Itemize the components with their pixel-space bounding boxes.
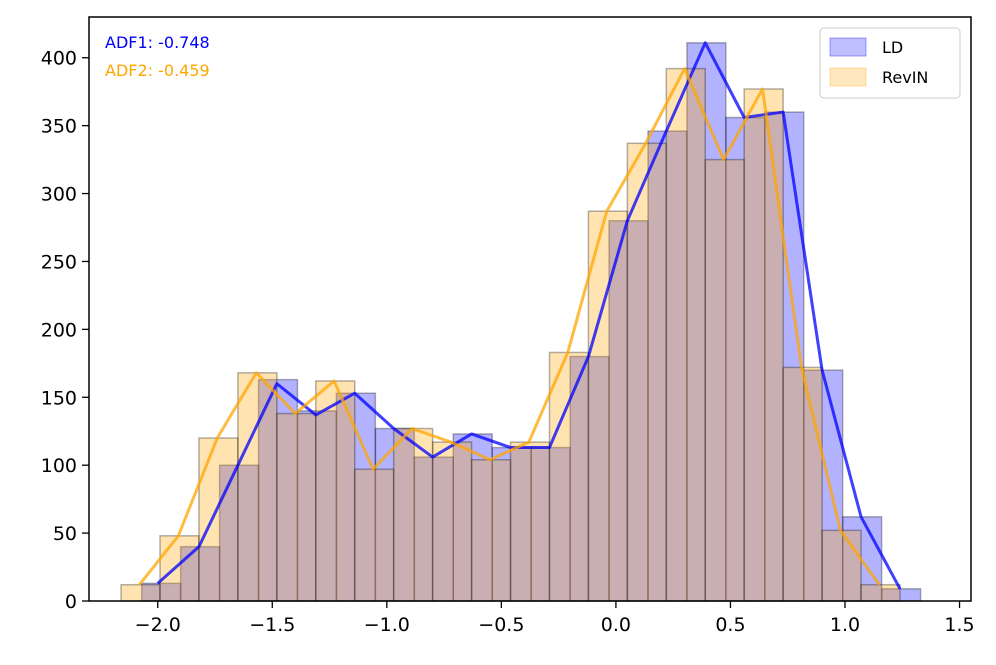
bar-revin-19 <box>860 583 901 602</box>
bars-layer <box>120 42 922 602</box>
x-tick-label: −1.0 <box>364 614 410 636</box>
bar-revin-16 <box>743 88 784 602</box>
x-tick-label: −2.0 <box>135 614 181 636</box>
bar-revin-9 <box>470 459 512 602</box>
bar-revin-17 <box>782 366 823 602</box>
bar-revin-12 <box>587 210 629 602</box>
x-tick-label: 0.0 <box>601 614 631 636</box>
y-tick-label: 400 <box>41 48 77 70</box>
line-revin <box>138 67 881 586</box>
bar-revin-13 <box>626 142 668 602</box>
bar-ld-7 <box>413 456 455 602</box>
bar-revin-2 <box>198 437 239 602</box>
y-axis: 0 50 100 150 200 250 300 350 400 <box>41 48 89 613</box>
line-ld <box>156 41 902 590</box>
bar-revin-18 <box>821 529 862 602</box>
legend-swatch-revin <box>829 67 867 87</box>
bar-revin-10 <box>509 441 551 602</box>
bar-revin-15 <box>704 158 745 602</box>
x-tick-label: 1.5 <box>944 614 974 636</box>
bars-ld <box>140 42 922 602</box>
y-tick-label: 150 <box>41 387 77 409</box>
bar-revin-0 <box>120 583 161 602</box>
bar-ld-3 <box>257 378 299 602</box>
legend-swatch-ld <box>829 37 867 57</box>
bar-revin-1 <box>159 535 200 602</box>
bar-ld-16 <box>764 111 805 602</box>
bar-ld-9 <box>491 446 532 602</box>
x-tick-label: 1.0 <box>830 614 860 636</box>
legend: LD RevIN <box>819 27 961 99</box>
annotation-adf1: ADF1: -0.748 <box>105 33 210 52</box>
x-axis: −2.0 −1.5 −1.0 −0.5 0.0 0.5 1.0 1.5 <box>135 601 975 636</box>
legend-box <box>819 27 961 99</box>
y-tick-label: 350 <box>41 116 77 138</box>
bar-revin-6 <box>353 468 395 602</box>
bars-revin <box>120 67 901 602</box>
bar-revin-3 <box>237 372 278 602</box>
x-tick-label: −0.5 <box>478 614 524 636</box>
bar-ld-15 <box>725 116 766 602</box>
annotation-adf2: ADF2: -0.459 <box>105 61 210 80</box>
bar-revin-5 <box>315 380 356 602</box>
annotations: ADF1: -0.748 ADF2: -0.459 <box>105 33 210 80</box>
bar-revin-4 <box>276 412 317 602</box>
legend-label-revin: RevIN <box>882 68 928 87</box>
bar-revin-8 <box>431 441 473 602</box>
x-tick-label: −1.5 <box>249 614 295 636</box>
bar-revin-14 <box>665 67 707 602</box>
plot-frame <box>88 16 972 602</box>
y-tick-label: 250 <box>41 251 77 273</box>
y-tick-label: 0 <box>65 591 77 613</box>
y-tick-label: 300 <box>41 184 77 206</box>
legend-label-ld: LD <box>882 38 903 57</box>
bar-ld-13 <box>647 130 688 602</box>
lines-layer <box>138 41 902 590</box>
bar-ld-8 <box>452 433 493 602</box>
y-tick-label: 50 <box>53 523 77 545</box>
bar-ld-12 <box>608 219 649 602</box>
y-tick-label: 100 <box>41 455 77 477</box>
y-tick-label: 200 <box>41 319 77 341</box>
bar-revin-11 <box>548 351 590 602</box>
x-tick-label: 0.5 <box>715 614 745 636</box>
